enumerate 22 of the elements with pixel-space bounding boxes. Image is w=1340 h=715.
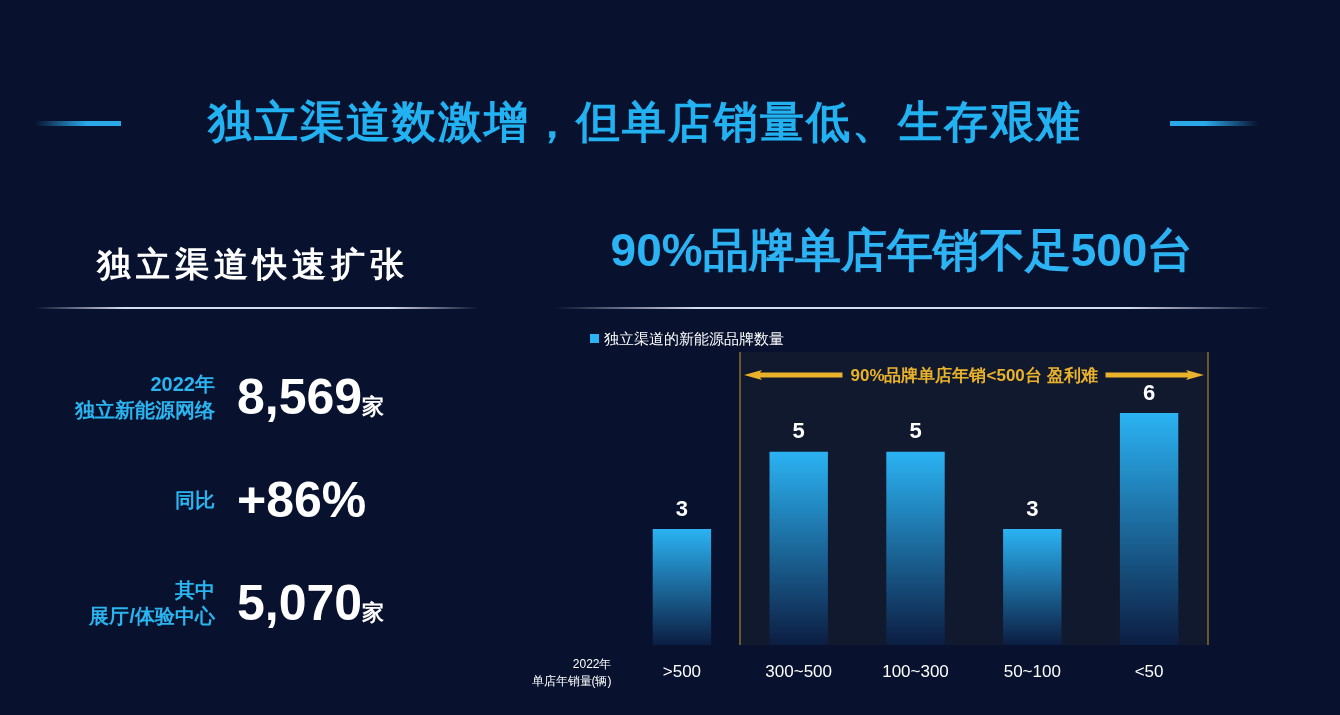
text: 独立渠道数激增，但单店销量低、生存艰难: [208, 95, 1082, 148]
text: 同比: [175, 488, 215, 513]
data-label: 3: [675, 495, 689, 521]
text: 2022年独立新能源网络: [75, 372, 215, 423]
x-tick-label: 300~500: [765, 662, 833, 681]
data-label: 6: [1142, 379, 1156, 405]
x-tick-label: >500: [662, 662, 702, 681]
text: +86%: [237, 471, 367, 529]
text: 5,070家: [237, 574, 385, 632]
x-tick-label: <50: [1134, 662, 1164, 681]
x-tick-label: 50~100: [1003, 662, 1061, 681]
text: 独立渠道快速扩张: [97, 244, 409, 285]
data-label: 3: [1026, 495, 1039, 521]
data-label: 5: [792, 418, 805, 444]
x-axis-title: 2022年单店年销量(辆): [531, 656, 612, 688]
legend-label: 独立渠道的新能源品牌数量: [604, 330, 784, 347]
chart-title: 90%品牌单店年销不足500台: [610, 224, 1194, 276]
x-tick-label: 100~300: [882, 662, 949, 681]
text: 其中展厅/体验中心: [89, 578, 215, 629]
data-label: 5: [909, 418, 922, 444]
band-label: 90%品牌单店年销<500台 盈利难: [850, 365, 1098, 385]
text: 8,569家: [237, 368, 385, 426]
